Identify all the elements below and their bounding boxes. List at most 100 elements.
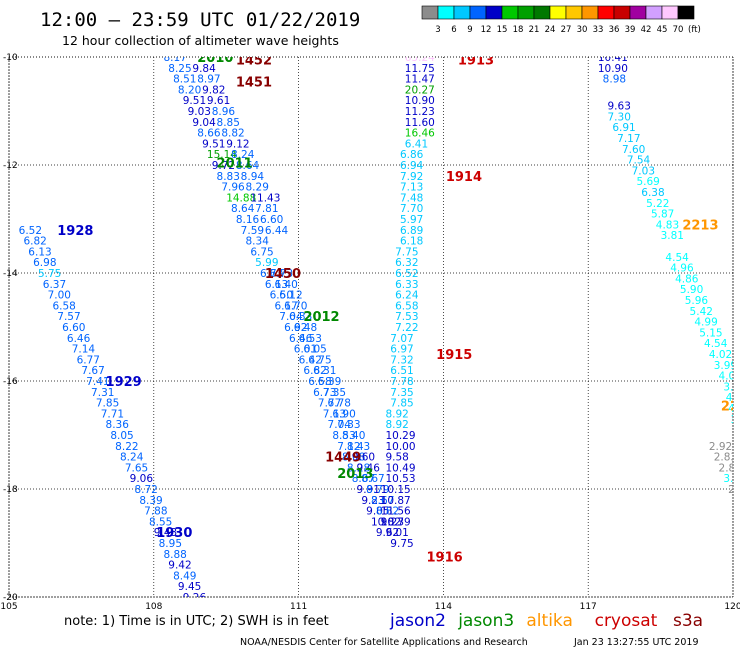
wave-height-value: 9.82	[202, 84, 225, 96]
colorbar-tick-label: 42	[641, 25, 652, 35]
wave-height-value: 6.40	[274, 279, 297, 291]
colorbar-swatch	[629, 5, 647, 20]
wave-height-value: 7.31	[91, 387, 114, 399]
wave-height-value: 8.79	[366, 484, 389, 496]
plot-content: 6.526.826.136.985.756.377.006.587.576.60…	[19, 54, 740, 597]
wave-height-value: 6.73	[313, 387, 336, 399]
pass-label: 22	[721, 399, 739, 414]
pass-label: 1913	[458, 54, 494, 69]
colorbar-swatch	[533, 5, 551, 20]
colorbar-swatch	[613, 5, 631, 20]
x-tick-label: 117	[580, 602, 597, 612]
wave-height-value: 7.77	[318, 398, 341, 410]
wave-height-value: 4.06	[726, 392, 740, 404]
wave-height-value: 7.78	[390, 376, 413, 388]
wave-height-value: 8.67	[352, 473, 375, 485]
wave-height-value: 8.08	[342, 452, 365, 464]
wave-height-value: 16.46	[405, 128, 435, 140]
colorbar-swatch	[549, 5, 567, 20]
wave-height-value: 6.98	[33, 257, 56, 269]
colorbar-tick-label: 36	[609, 25, 620, 35]
wave-height-value: 9.61	[207, 95, 230, 107]
wave-height-value: 8.83	[217, 171, 240, 183]
wave-height-value: 8.94	[241, 171, 265, 183]
colorbar-unit: (ft)	[688, 25, 701, 35]
wave-height-value: 7.85	[390, 398, 413, 410]
wave-height-value: 8.82	[221, 128, 244, 140]
y-tick-label: -18	[3, 485, 18, 495]
wave-height-value: 10.15	[381, 484, 411, 496]
wave-height-value: 6.91	[612, 122, 635, 134]
wave-height-value: 11.60	[405, 117, 435, 129]
pass-label: 1915	[436, 348, 472, 363]
wave-height-value: 9.01	[385, 527, 408, 539]
wave-height-value: 6.60	[260, 214, 283, 226]
wave-height-value: 3.42	[731, 414, 740, 426]
grid	[8, 56, 734, 598]
wave-height-value: 9.84	[192, 63, 216, 75]
wave-height-value: 6.94	[400, 160, 424, 172]
wave-height-value: 5.96	[685, 295, 709, 307]
pass-track: 7.317.857.718.368.058.228.247.659.068.72…	[91, 387, 206, 597]
wave-height-value: 6.73	[270, 268, 293, 280]
wave-height-value: 2.83	[714, 452, 737, 464]
wave-height-value: 7.57	[57, 311, 80, 323]
colorbar-swatch	[677, 5, 695, 20]
wave-height-value: 4.99	[694, 317, 717, 329]
wave-height-value: 4.54	[704, 338, 728, 350]
wave-height-value: 6.86	[400, 149, 424, 161]
x-tick-label: 105	[0, 602, 17, 612]
pass-track: 9.848.979.829.618.968.858.829.128.248.64…	[192, 63, 288, 237]
wave-height-value: 6.60	[62, 322, 85, 334]
wave-height-value: 9.60	[352, 452, 375, 464]
wave-height-value: 8.82	[376, 506, 399, 518]
wave-height-value: 20.27	[405, 84, 435, 96]
legend-item-cryosat: cryosat	[595, 611, 658, 631]
wave-height-value: 7.70	[400, 203, 423, 215]
wave-height-value: 6.58	[308, 376, 331, 388]
wave-height-value: 2.98	[728, 484, 740, 496]
wave-height-value: 6.13	[265, 279, 288, 291]
wave-height-value: 7.14	[72, 344, 96, 356]
colorbar-swatch	[517, 5, 535, 20]
wave-height-value: 7.04	[279, 311, 303, 323]
wave-height-value: 6.48	[294, 322, 317, 334]
colorbar-swatch	[581, 5, 599, 20]
wave-height-value: 8.20	[178, 84, 201, 96]
wave-height-value: 9.58	[385, 452, 408, 464]
legend-item-s3a: s3a	[673, 611, 703, 631]
wave-height-value: 6.17	[274, 300, 297, 312]
wave-height-value: 8.72	[134, 484, 157, 496]
wave-height-value: 10.90	[598, 63, 628, 75]
pass-label: 2011	[217, 156, 253, 171]
x-tick-label: 111	[290, 602, 307, 612]
pass-label: 1916	[427, 551, 463, 566]
wave-height-value: 8.25	[168, 63, 191, 75]
wave-height-value: 6.24	[395, 290, 419, 302]
x-tick-label: 108	[145, 602, 162, 612]
wave-height-value: 9.27	[381, 516, 404, 528]
wave-height-value: 10.87	[381, 495, 411, 507]
wave-height-value: 6.97	[390, 344, 413, 356]
wave-height-value: 6.46	[289, 333, 313, 345]
wave-height-value: 7.22	[395, 322, 418, 334]
wave-height-value: 6.38	[641, 187, 664, 199]
wave-height-value: 4.02	[709, 349, 732, 361]
y-tick-label: -14	[3, 269, 18, 279]
wave-height-value: 4.83	[656, 219, 679, 231]
colorbar-swatch	[485, 5, 503, 20]
wave-height-value: 7.41	[86, 376, 109, 388]
wave-height-value: 5.69	[636, 176, 659, 188]
wave-height-value: 7.67	[81, 365, 104, 377]
colorbar-swatch	[661, 5, 679, 20]
y-tick-label: -12	[3, 161, 18, 171]
wave-height-value: 2.80	[719, 462, 740, 474]
wave-height-value: 6.52	[395, 268, 418, 280]
wave-height-value: 10.49	[385, 462, 415, 474]
wave-height-value: 8.95	[159, 538, 182, 550]
satellite-legend: jason2 jason3 altika cryosat s3a	[389, 611, 703, 631]
colorbar-swatch	[645, 5, 663, 20]
chart-title: 12:00 – 23:59 UTC 01/22/2019	[40, 9, 360, 31]
wave-height-value: 9.23	[361, 495, 384, 507]
